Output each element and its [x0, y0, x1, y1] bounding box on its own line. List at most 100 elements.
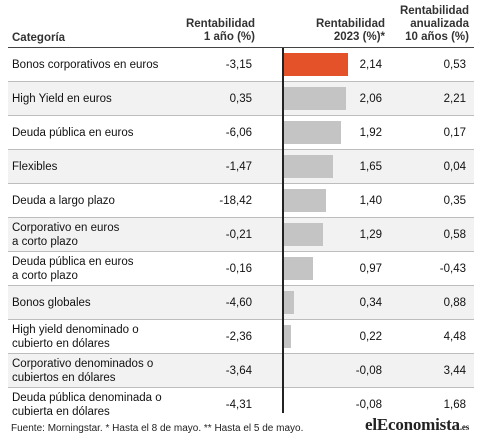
- table-row: Corporativo denominados o cubiertos en dó…: [8, 353, 474, 387]
- bar-2023: [284, 223, 323, 246]
- row-category-line1: Deuda pública en euros: [12, 255, 134, 268]
- table-row: Bonos corporativos en euros -3,15 2,14 0,53: [8, 48, 474, 81]
- bar-2023: [284, 189, 326, 212]
- row-category-line1: Corporativo en euros: [12, 221, 120, 234]
- row-rentabilidad-1-ano: -0,21: [225, 228, 252, 241]
- table-row: Deuda pública en euros a corto plazo -0,16…: [8, 251, 474, 285]
- bar-2023: [284, 87, 346, 110]
- row-category: Deuda pública denominada o cubierta en dó…: [12, 391, 182, 419]
- row-category-line1: Deuda a largo plazo: [12, 194, 115, 207]
- row-rentabilidad-1-ano: -2,36: [225, 330, 252, 343]
- bar-2023: [284, 325, 291, 348]
- table-row: High Yield en euros 0,35 2,06 2,21: [8, 81, 474, 115]
- row-category-line1: Flexibles: [12, 160, 58, 173]
- row-rentabilidad-10-anos: 0,17: [443, 126, 466, 139]
- header-r23-line2: 2023 (%)*: [333, 31, 385, 43]
- row-rentabilidad-1-ano: -0,16: [225, 262, 252, 275]
- row-category: High Yield en euros: [12, 92, 182, 106]
- row-rentabilidad-2023: 1,29: [359, 228, 382, 241]
- bar-2023-highlight: [284, 53, 348, 76]
- eleconomista-logo: elEconomista.es: [365, 415, 469, 435]
- row-category-line2: cubiertos en dólares: [12, 371, 116, 384]
- table-row: Corporativo en euros a corto plazo -0,21 1,…: [8, 217, 474, 251]
- row-rentabilidad-1-ano: -4,60: [225, 296, 252, 309]
- table-row: High yield denominado o cubierto en dólar…: [8, 319, 474, 353]
- row-category: Deuda pública en euros: [12, 126, 182, 140]
- row-rentabilidad-10-anos: 0,35: [443, 194, 466, 207]
- row-rentabilidad-2023: 0,34: [359, 296, 382, 309]
- source-footnote: Fuente: Morningstar. * Hasta el 8 de may…: [11, 423, 304, 434]
- logo-suffix: .es: [459, 422, 469, 432]
- row-rentabilidad-2023: 1,92: [359, 126, 382, 139]
- header-rentabilidad-2023: Rentabilidad 2023 (%)*: [316, 18, 385, 44]
- row-rentabilidad-10-anos: 0,53: [443, 58, 466, 71]
- table-row: Bonos globales -4,60 0,34 0,88: [8, 285, 474, 319]
- row-rentabilidad-1-ano: -4,31: [225, 398, 252, 411]
- row-category: Corporativo en euros a corto plazo: [12, 221, 182, 249]
- row-rentabilidad-1-ano: -6,06: [225, 126, 252, 139]
- row-rentabilidad-2023: -0,08: [355, 398, 382, 411]
- row-category-line1: High yield denominado o: [12, 323, 139, 336]
- row-category-line1: Bonos globales: [12, 296, 91, 309]
- row-category-line1: Deuda pública en euros: [12, 126, 134, 139]
- row-category-line1: Corporativo denominados o: [12, 357, 154, 370]
- returns-table-body: Bonos corporativos en euros -3,15 2,14 0,53…: [8, 48, 474, 421]
- header-r10-line1: Rentabilidad: [399, 5, 469, 17]
- header-divider: [8, 47, 474, 48]
- row-rentabilidad-1-ano: -3,15: [225, 58, 252, 71]
- row-rentabilidad-10-anos: 1,68: [443, 398, 466, 411]
- row-category-line1: High Yield en euros: [12, 92, 112, 105]
- row-rentabilidad-2023: 0,22: [359, 330, 382, 343]
- header-r10-line2: anualizada: [410, 18, 469, 30]
- row-rentabilidad-1-ano: -3,64: [225, 364, 252, 377]
- table-row: Flexibles -1,47 1,65 0,04: [8, 149, 474, 183]
- row-rentabilidad-2023: -0,08: [355, 364, 382, 377]
- header-categoria: Categoría: [12, 32, 66, 44]
- logo-main: elEconomista: [364, 415, 460, 434]
- table-row: Deuda a largo plazo -18,42 1,40 0,35: [8, 183, 474, 217]
- header-r1-line2: 1 año (%): [203, 31, 255, 43]
- row-category: Bonos globales: [12, 296, 182, 310]
- row-category: High yield denominado o cubierto en dólar…: [12, 323, 182, 351]
- row-rentabilidad-10-anos: 3,44: [443, 364, 466, 377]
- row-rentabilidad-2023: 1,40: [359, 194, 382, 207]
- row-category: Flexibles: [12, 160, 182, 174]
- row-category-line2: cubierta en dólares: [12, 405, 110, 418]
- row-category-line2: cubierto en dólares: [12, 337, 110, 350]
- row-rentabilidad-10-anos: -0,43: [439, 262, 466, 275]
- bar-2023: [284, 121, 341, 144]
- row-rentabilidad-2023: 0,97: [359, 262, 382, 275]
- row-rentabilidad-10-anos: 2,21: [443, 92, 466, 105]
- row-rentabilidad-2023: 2,06: [359, 92, 382, 105]
- bar-2023: [284, 257, 313, 280]
- row-rentabilidad-1-ano: -18,42: [219, 194, 252, 207]
- header-r10-line3: 10 años (%): [405, 31, 469, 43]
- table-row: Deuda pública denominada o cubierta en dó…: [8, 387, 474, 421]
- header-r23-line1: Rentabilidad: [315, 18, 385, 30]
- row-category-line1: Deuda pública denominada o: [12, 391, 162, 404]
- bar-2023: [284, 291, 294, 314]
- row-rentabilidad-10-anos: 0,58: [443, 228, 466, 241]
- row-rentabilidad-2023: 2,14: [359, 58, 382, 71]
- header-r1-line1: Rentabilidad: [185, 18, 255, 30]
- table-row: Deuda pública en euros -6,06 1,92 0,17: [8, 115, 474, 149]
- header-rentabilidad-10-anos: Rentabilidad anualizada 10 años (%): [400, 5, 469, 44]
- row-category: Deuda pública en euros a corto plazo: [12, 255, 182, 283]
- row-rentabilidad-10-anos: 0,88: [443, 296, 466, 309]
- row-category: Deuda a largo plazo: [12, 194, 182, 208]
- row-category: Bonos corporativos en euros: [12, 58, 182, 72]
- row-rentabilidad-10-anos: 4,48: [443, 330, 466, 343]
- row-rentabilidad-1-ano: -1,47: [225, 160, 252, 173]
- row-category-line2: a corto plazo: [12, 269, 78, 282]
- row-category-line2: a corto plazo: [12, 235, 78, 248]
- header-rentabilidad-1-ano: Rentabilidad 1 año (%): [186, 18, 255, 44]
- row-category: Corporativo denominados o cubiertos en dó…: [12, 357, 182, 385]
- row-category-line1: Bonos corporativos en euros: [12, 58, 159, 71]
- row-rentabilidad-10-anos: 0,04: [443, 160, 466, 173]
- bar-zero-axis: [282, 48, 284, 413]
- bar-2023: [284, 155, 333, 178]
- row-rentabilidad-2023: 1,65: [359, 160, 382, 173]
- table-header: Categoría Rentabilidad 1 año (%) Rentabi…: [0, 0, 481, 48]
- row-rentabilidad-1-ano: 0,35: [229, 92, 252, 105]
